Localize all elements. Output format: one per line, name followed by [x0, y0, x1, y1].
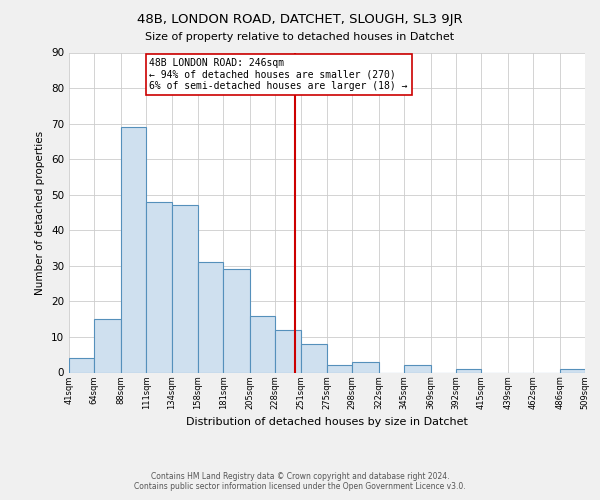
Bar [327, 366, 352, 372]
Bar [456, 369, 481, 372]
Text: Size of property relative to detached houses in Datchet: Size of property relative to detached ho… [145, 32, 455, 42]
Text: Contains HM Land Registry data © Crown copyright and database right 2024.
Contai: Contains HM Land Registry data © Crown c… [134, 472, 466, 491]
Text: 48B LONDON ROAD: 246sqm
← 94% of detached houses are smaller (270)
6% of semi-de: 48B LONDON ROAD: 246sqm ← 94% of detache… [149, 58, 408, 91]
Bar [172, 206, 198, 372]
Bar [94, 319, 121, 372]
Bar [352, 362, 379, 372]
Bar [275, 330, 301, 372]
Y-axis label: Number of detached properties: Number of detached properties [35, 130, 46, 294]
Bar [223, 270, 250, 372]
Bar [250, 316, 275, 372]
Text: 48B, LONDON ROAD, DATCHET, SLOUGH, SL3 9JR: 48B, LONDON ROAD, DATCHET, SLOUGH, SL3 9… [137, 12, 463, 26]
Bar [121, 127, 146, 372]
X-axis label: Distribution of detached houses by size in Datchet: Distribution of detached houses by size … [186, 418, 468, 428]
Bar [146, 202, 172, 372]
Bar [69, 358, 94, 372]
Bar [560, 369, 585, 372]
Bar [301, 344, 327, 372]
Bar [198, 262, 223, 372]
Bar [404, 366, 431, 372]
